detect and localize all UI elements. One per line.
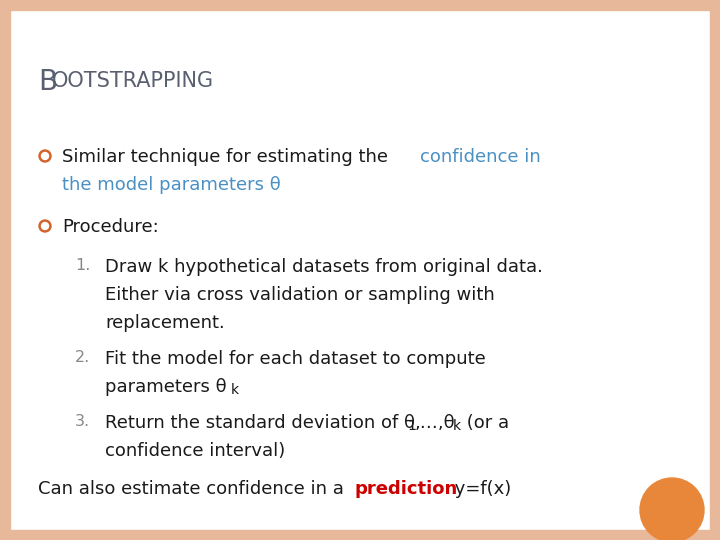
Circle shape (39, 150, 51, 162)
Bar (0, 0, 720, 10)
Text: confidence interval): confidence interval) (105, 442, 285, 460)
Text: Procedure:: Procedure: (62, 218, 158, 236)
Text: confidence in: confidence in (420, 148, 541, 166)
Text: Can also estimate confidence in a: Can also estimate confidence in a (38, 480, 350, 498)
Text: 2.: 2. (75, 350, 90, 365)
Text: Draw k hypothetical datasets from original data.: Draw k hypothetical datasets from origin… (105, 258, 543, 276)
Circle shape (42, 222, 48, 230)
Text: ,…,θ: ,…,θ (415, 414, 456, 432)
Circle shape (640, 478, 704, 540)
Text: B: B (38, 68, 57, 96)
Text: Return the standard deviation of θ: Return the standard deviation of θ (105, 414, 415, 432)
Text: 3.: 3. (75, 414, 90, 429)
Text: Similar technique for estimating the: Similar technique for estimating the (62, 148, 394, 166)
Circle shape (42, 152, 48, 159)
Text: (or a: (or a (461, 414, 509, 432)
Circle shape (39, 220, 51, 232)
Text: k: k (453, 419, 461, 433)
Text: k: k (231, 383, 239, 397)
Text: Either via cross validation or sampling with: Either via cross validation or sampling … (105, 286, 495, 304)
Text: 1.: 1. (75, 258, 91, 273)
Text: parameters θ: parameters θ (105, 378, 227, 396)
Text: the model parameters θ: the model parameters θ (62, 176, 281, 194)
Text: OOTSTRAPPING: OOTSTRAPPING (52, 71, 214, 91)
Text: 1: 1 (407, 419, 416, 433)
Text: Fit the model for each dataset to compute: Fit the model for each dataset to comput… (105, 350, 486, 368)
Bar (0, 0, 10, 540)
Text: prediction: prediction (354, 480, 457, 498)
Bar (0, 530, 720, 540)
Text: replacement.: replacement. (105, 314, 225, 332)
Bar (710, 0, 720, 540)
Text: y=f(x): y=f(x) (449, 480, 511, 498)
